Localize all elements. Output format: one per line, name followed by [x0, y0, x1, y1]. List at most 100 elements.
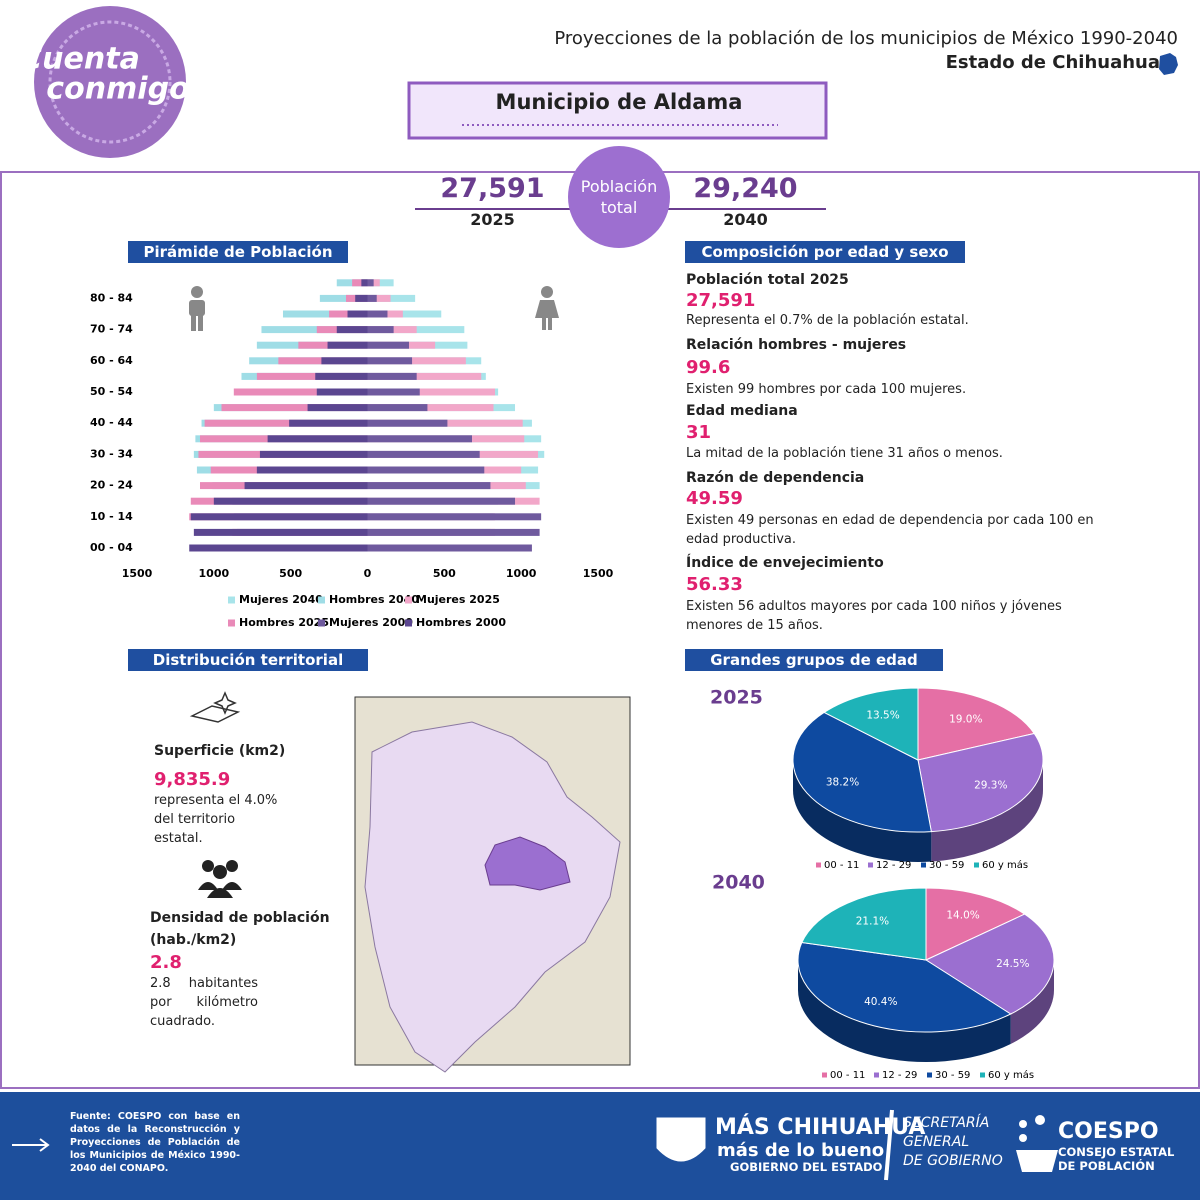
legend-swatch [318, 619, 325, 627]
pie-slice [924, 913, 1055, 1015]
header-title: Proyecciones de la población de los muni… [554, 28, 1178, 49]
bar [267, 435, 368, 443]
bar [282, 310, 368, 318]
y-tick-label: 40 - 44 [90, 416, 133, 429]
bar [256, 372, 368, 380]
pie-slice [792, 711, 932, 833]
stat-value: 31 [686, 422, 712, 443]
legend-swatch [974, 862, 979, 868]
legend-swatch [980, 1072, 985, 1078]
slice-label: 13.5% [866, 709, 899, 721]
bar [367, 528, 540, 536]
stat-text: La mitad de la población tiene 31 años o… [686, 446, 1003, 461]
divider [884, 1109, 894, 1181]
bar [367, 294, 377, 302]
female-icon [535, 286, 559, 330]
bar [367, 372, 417, 380]
arrow [12, 1138, 50, 1152]
y-tick-label: 60 - 64 [90, 354, 133, 367]
population-label: Población [580, 177, 658, 196]
pie-side [798, 960, 1011, 1062]
year-2025: 2025 [470, 210, 515, 229]
slice-label: 24.5% [996, 958, 1029, 970]
slice-label: 29.3% [974, 779, 1007, 791]
pie-side [793, 760, 932, 862]
stat-title: Población total 2025 [686, 272, 849, 288]
bar [336, 326, 368, 334]
bar [367, 482, 491, 490]
legend-label: Mujeres 2000 [329, 616, 413, 629]
y-tick-label: 10 - 14 [90, 510, 133, 523]
pie-slice [917, 732, 1044, 833]
legend-label: 00 - 11 [830, 1070, 865, 1081]
bar [367, 294, 391, 302]
legend-label: 60 y más [988, 1069, 1034, 1081]
logo-text: conmigo [46, 72, 189, 107]
bar [321, 357, 368, 365]
bar [367, 544, 532, 552]
shield [656, 1117, 706, 1162]
legend-swatch [874, 1072, 879, 1078]
slice-label: 19.0% [949, 714, 982, 726]
slice-label: 14.0% [946, 910, 979, 922]
secretaria: SECRETARÍA [903, 1115, 990, 1131]
legend-label: Hombres 2040 [329, 593, 419, 606]
bar [367, 388, 496, 396]
legend-swatch [405, 596, 412, 604]
legend-label: 12 - 29 [876, 860, 911, 871]
y-tick-label: 50 - 54 [90, 385, 133, 398]
stat-value: 49.59 [686, 488, 743, 509]
y-tick-label: 30 - 34 [90, 447, 133, 460]
secretaria: DE GOBIERNO [903, 1153, 1003, 1169]
bar [261, 326, 368, 334]
bar [367, 279, 374, 287]
area-label: Superficie (km2) [154, 743, 286, 759]
pie-side [1010, 960, 1054, 1045]
bar [327, 341, 368, 349]
bar [367, 450, 480, 458]
bar [367, 419, 448, 427]
stat-text: Existen 49 personas en edad de dependenc… [686, 513, 1094, 547]
density-label: Densidad de población (hab./km2) [150, 910, 330, 948]
x-tick-label: 1000 [199, 567, 230, 580]
bar [347, 310, 368, 318]
pie-side [931, 760, 1043, 862]
stat-title: Razón de dependencia [686, 470, 865, 486]
bar [367, 357, 466, 365]
density-text: 2.8 habitantes por kilómetro cuadrado. [150, 976, 258, 1029]
stat-value: 99.6 [686, 357, 731, 378]
legend-label: 12 - 29 [882, 1070, 917, 1081]
stat-title: Relación hombres - mujeres [686, 337, 907, 353]
density-value: 2.8 [150, 952, 182, 973]
population-circle [568, 146, 670, 248]
legend-swatch [868, 862, 873, 868]
source: Fuente: COESPO con base en datos de la R… [70, 1111, 240, 1174]
stat-text: Representa el 0.7% de la población estat… [686, 313, 969, 328]
bar [367, 310, 388, 318]
x-tick-label: 0 [364, 567, 372, 580]
bar [307, 404, 368, 412]
header-state: Estado de Chihuahua [945, 52, 1160, 73]
bar [204, 419, 368, 427]
legend-swatch [816, 862, 821, 868]
bar [355, 294, 368, 302]
stat-value: 27,591 [686, 290, 756, 311]
stat-value: 56.33 [686, 574, 743, 595]
municipality-highlight [484, 836, 571, 891]
legend-swatch [405, 619, 412, 627]
x-tick-label: 1500 [122, 567, 153, 580]
bar [367, 279, 394, 287]
logo-text: Cuenta [20, 42, 140, 77]
bar [367, 466, 485, 474]
bar [367, 435, 472, 443]
coespo-icon [1016, 1115, 1058, 1172]
bar [189, 544, 368, 552]
legend-label: Hombres 2000 [416, 616, 506, 629]
bar [361, 279, 368, 287]
bar [233, 388, 368, 396]
legend-swatch [318, 596, 325, 604]
bar [367, 513, 542, 521]
bar [315, 372, 368, 380]
bar [259, 450, 368, 458]
